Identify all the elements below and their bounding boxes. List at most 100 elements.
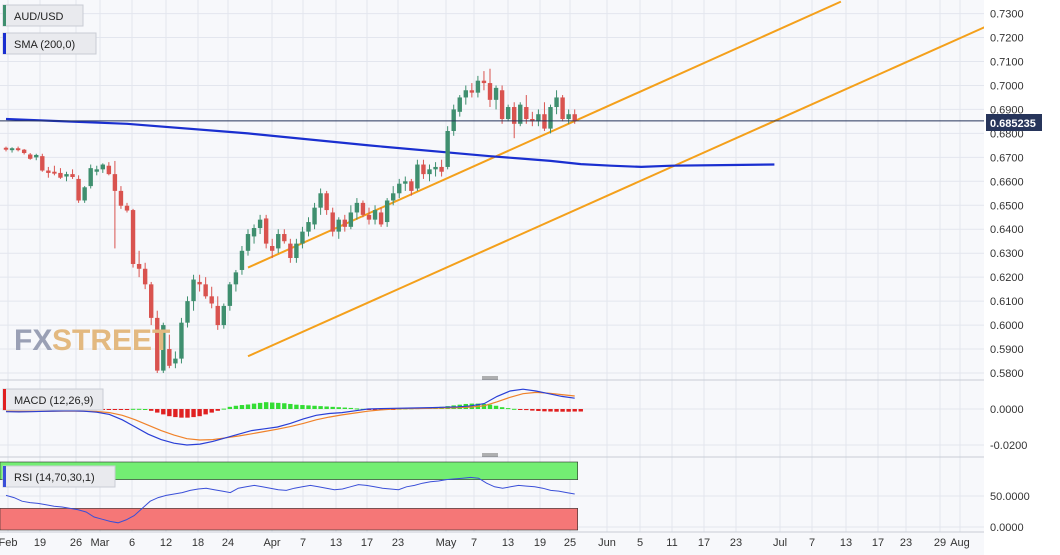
time-tick-label: Jul — [773, 537, 787, 549]
time-tick-label: 12 — [160, 537, 172, 549]
candle — [191, 274, 196, 311]
macd-histogram-bar — [354, 408, 360, 410]
macd-histogram-bar — [245, 404, 251, 409]
macd-histogram-bar — [493, 405, 499, 409]
price-tick-label: 0.6400 — [990, 224, 1024, 236]
macd-histogram-bar — [524, 409, 529, 411]
macd-histogram-bar — [179, 409, 184, 418]
candle — [76, 175, 81, 203]
candle — [282, 229, 287, 244]
candle — [439, 159, 444, 177]
rsi-path — [5, 476, 575, 524]
rsi-resize-handle[interactable] — [482, 453, 498, 457]
macd-histogram-bar — [324, 406, 329, 409]
candle — [106, 162, 112, 176]
macd-histogram-bar — [512, 408, 517, 410]
macd-histogram-bar — [300, 405, 305, 409]
price-tick-label: 0.5800 — [990, 368, 1024, 380]
candle — [409, 178, 414, 196]
macd-histogram-bar — [251, 403, 257, 409]
time-tick-label: 6 — [129, 537, 135, 549]
macd-histogram-bar — [481, 403, 487, 409]
rsi-label[interactable]: RSI (14,70,30,1) — [2, 465, 116, 488]
price-tick-label: 0.7100 — [990, 57, 1024, 69]
candle — [512, 102, 517, 139]
candle — [312, 202, 317, 230]
macd-histogram-bar — [487, 404, 493, 409]
candle — [354, 198, 360, 220]
candle — [209, 286, 214, 309]
candle — [493, 85, 499, 110]
macd-histogram-bar — [130, 408, 136, 410]
price-tick-label: 0.6900 — [990, 104, 1024, 116]
macd-histogram-bar — [215, 409, 220, 411]
candle — [324, 190, 329, 215]
candle — [179, 317, 184, 364]
candle — [487, 68, 493, 108]
candle — [155, 310, 160, 373]
macd-histogram-bar — [112, 409, 118, 410]
time-tick-label: 17 — [698, 537, 710, 549]
macd-histogram-bar — [536, 409, 541, 411]
candle — [239, 246, 245, 275]
macd-histogram-bar — [312, 405, 317, 409]
candle — [451, 104, 456, 136]
candle — [276, 229, 281, 254]
price-tick-label: 0.6500 — [990, 200, 1024, 212]
macd-histogram-bar — [173, 409, 178, 418]
candle — [263, 214, 269, 249]
macd-histogram-bar — [257, 402, 263, 409]
candle — [348, 205, 354, 230]
time-tick-label: 25 — [564, 537, 576, 549]
time-tick-label: 19 — [34, 537, 46, 549]
candle — [46, 166, 51, 178]
macd-histogram-bar — [306, 405, 311, 409]
sma-label[interactable]: SMA (200,0) — [2, 32, 97, 55]
time-tick-label: 19 — [534, 537, 546, 549]
rsi-line — [5, 476, 575, 524]
price-tick-label: 0.6700 — [990, 152, 1024, 164]
macd-histogram-bar — [106, 409, 112, 410]
candle — [251, 224, 257, 244]
macd-histogram-bar — [136, 408, 142, 410]
candle — [572, 109, 577, 124]
candle — [481, 71, 487, 91]
candle — [227, 281, 233, 311]
macd-histogram-bar — [542, 409, 547, 412]
symbol-label[interactable]: AUD/USD — [2, 4, 84, 27]
candle — [100, 163, 105, 173]
time-tick-label: 17 — [872, 537, 884, 549]
candle — [15, 146, 21, 152]
macd-histogram-bar — [233, 405, 239, 409]
macd-histogram-bar — [505, 408, 511, 410]
time-tick-label: 13 — [502, 537, 514, 549]
price-axis: 0.5800 0.5900 0.6000 0.6100 0.6200 0.6300 0.64… — [990, 9, 1024, 380]
candle — [360, 200, 366, 218]
grid — [0, 0, 984, 532]
price-tick-label: 0.7300 — [990, 9, 1024, 21]
price-tick-label: 0.6600 — [990, 176, 1024, 188]
price-tick-label: 0.7000 — [990, 80, 1024, 92]
time-tick-label: 23 — [900, 537, 912, 549]
rsi-oversold-band — [0, 508, 579, 531]
rsi-overbought-band — [0, 461, 579, 480]
macd-histogram-bar — [578, 409, 583, 412]
macd-label[interactable]: MACD (12,26,9) — [2, 388, 104, 411]
macd-histogram-bar — [318, 406, 323, 409]
candle — [542, 102, 547, 131]
price-tick-label: 0.5900 — [990, 344, 1024, 356]
time-tick-label: Apr — [263, 537, 280, 549]
macd-resize-handle[interactable] — [482, 376, 498, 380]
macd-histogram-bar — [330, 406, 335, 409]
macd-histogram-bar — [263, 402, 269, 409]
candle — [3, 146, 9, 152]
price-tick-label: 0.6300 — [990, 248, 1024, 260]
macd-histogram-bar — [342, 407, 347, 409]
macd-histogram-bar — [499, 407, 505, 409]
candle — [469, 83, 475, 98]
sma-200-line — [5, 117, 775, 169]
sma-text: SMA (200,0) — [14, 39, 75, 51]
time-tick-label: Mar — [91, 537, 110, 549]
channel-lower-line — [247, 26, 984, 358]
current-price-value: 0.685235 — [990, 118, 1036, 130]
